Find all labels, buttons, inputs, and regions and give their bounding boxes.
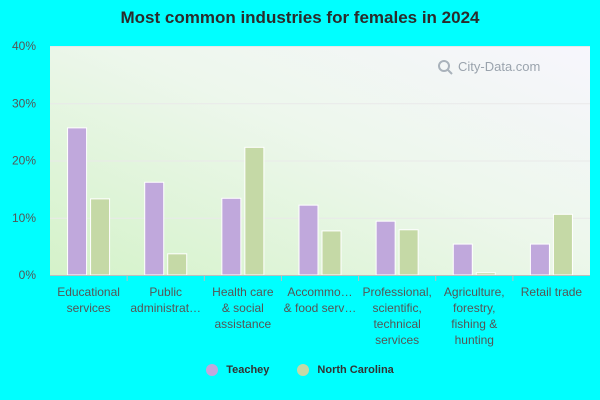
gridlines	[50, 46, 590, 219]
x-tick-label: Public administrat…	[130, 285, 201, 315]
x-tick-label: Retail trade	[521, 285, 583, 299]
x-tick-label: Professional, scientific, technical service…	[362, 285, 431, 347]
y-axis: 0% 10% 20% 30% 40%	[12, 39, 36, 282]
bar-teachey	[144, 181, 165, 276]
legend: Teachey North Carolina	[0, 364, 600, 376]
legend-swatch	[297, 364, 310, 376]
x-tick-label: Accommo… & food serv…	[284, 285, 357, 315]
bar-teachey	[375, 220, 396, 276]
bar-teachey	[298, 204, 319, 276]
watermark: City-Data.com	[438, 59, 540, 75]
bar-teachey	[67, 127, 88, 276]
y-tick-label: 10%	[12, 211, 36, 225]
bar-north-carolina	[398, 229, 419, 276]
bar-teachey	[529, 243, 550, 276]
bar-teachey	[221, 197, 242, 276]
legend-item-north-carolina: North Carolina	[297, 364, 394, 376]
y-tick-label: 30%	[12, 96, 36, 110]
bar-north-carolina	[552, 213, 573, 276]
x-tick-label: Educational services	[57, 285, 120, 315]
legend-label: Teachey	[226, 364, 270, 376]
y-tick-label: 20%	[12, 154, 36, 168]
bar-north-carolina	[167, 253, 188, 276]
chart-title: Most common industries for females in 20…	[120, 8, 480, 27]
bar-north-carolina	[321, 230, 342, 276]
y-tick-label: 40%	[12, 39, 36, 53]
legend-label: North Carolina	[317, 364, 394, 376]
x-axis: Educational services Public administrat… Hea…	[57, 275, 582, 347]
bars	[67, 127, 573, 276]
bar-teachey	[452, 243, 473, 276]
bar-north-carolina	[90, 198, 111, 276]
bar-north-carolina	[475, 272, 496, 276]
x-tick-label: Health care & social assistance	[212, 285, 274, 331]
legend-item-teachey: Teachey	[206, 364, 269, 376]
magnifier-icon	[438, 60, 453, 75]
legend-swatch	[206, 364, 219, 376]
watermark-text: City-Data.com	[458, 59, 540, 74]
y-tick-label: 0%	[19, 268, 37, 282]
bar-north-carolina	[244, 146, 265, 276]
x-tick-label: Agriculture, forestry, fishing & hunting	[444, 285, 505, 347]
